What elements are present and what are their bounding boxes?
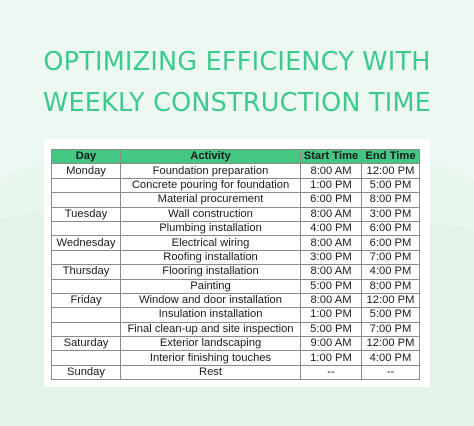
cell-day: [51, 321, 121, 338]
cell-start-time: 1:00 PM: [300, 350, 362, 366]
cell-activity: Interior finishing touches: [120, 350, 301, 366]
table-row: Tuesday Wall construction 8:00 AM 3:00 P…: [51, 206, 420, 222]
cell-activity: Rest: [120, 364, 301, 381]
cell-end-time: 3:00 PM: [361, 206, 420, 222]
cell-day: [51, 192, 121, 208]
cell-start-time: 6:00 PM: [300, 192, 362, 208]
table-row: Wednesday Electrical wiring 8:00 AM 6:00…: [51, 235, 420, 251]
cell-day: [51, 350, 121, 366]
table-row: Monday Foundation preparation 8:00 AM 12…: [51, 163, 420, 179]
cell-end-time: --: [361, 364, 420, 381]
schedule-table: Day Activity Start Time End Time Monday …: [51, 148, 420, 381]
cell-end-time: 12:00 PM: [361, 292, 420, 309]
cell-activity: Material procurement: [120, 192, 301, 208]
cell-activity: Wall construction: [120, 206, 301, 222]
cell-day: [51, 307, 121, 323]
page-title-line-2: WEEKLY CONSTRUCTION TIME: [43, 88, 431, 118]
cell-start-time: 1:00 PM: [300, 177, 362, 194]
cell-activity: Insulation installation: [120, 307, 301, 323]
cell-day: [51, 249, 121, 266]
cell-day: [51, 278, 121, 294]
table-row: Saturday Exterior landscaping 9:00 AM 12…: [51, 336, 420, 352]
table-row: Thursday Flooring installation 8:00 AM 4…: [51, 264, 420, 280]
table-row: Friday Window and door installation 8:00…: [51, 292, 420, 309]
cell-activity: Painting: [120, 278, 301, 294]
cell-start-time: 5:00 PM: [300, 278, 362, 294]
cell-start-time: 8:00 AM: [300, 163, 362, 179]
cell-start-time: 1:00 PM: [300, 307, 362, 323]
cell-end-time: 4:00 PM: [361, 264, 420, 280]
cell-activity: Exterior landscaping: [120, 336, 301, 352]
cell-activity: Roofing installation: [120, 249, 301, 266]
table-row: Final clean-up and site inspection 5:00 …: [51, 321, 420, 338]
cell-day: [51, 220, 121, 237]
cell-day: Monday: [51, 163, 121, 179]
cell-start-time: 9:00 AM: [300, 336, 362, 352]
page-title-line-1: OPTIMIZING EFFICIENCY WITH: [43, 47, 431, 77]
cell-end-time: 8:00 PM: [361, 192, 420, 208]
cell-activity: Flooring installation: [120, 264, 301, 280]
cell-end-time: 8:00 PM: [361, 278, 420, 294]
cell-start-time: 3:00 PM: [300, 249, 362, 266]
cell-start-time: 4:00 PM: [300, 220, 362, 237]
header-end-time: End Time: [361, 148, 420, 165]
cell-end-time: 12:00 PM: [361, 336, 420, 352]
cell-day: Wednesday: [51, 235, 121, 251]
cell-end-time: 12:00 PM: [361, 163, 420, 179]
table-row: Sunday Rest -- --: [51, 364, 420, 381]
table-header-row: Day Activity Start Time End Time: [51, 148, 420, 165]
cell-start-time: 5:00 PM: [300, 321, 362, 338]
cell-activity: Concrete pouring for foundation: [120, 177, 301, 194]
cell-activity: Electrical wiring: [120, 235, 301, 251]
cell-activity: Final clean-up and site inspection: [120, 321, 301, 338]
table-row: Insulation installation 1:00 PM 5:00 PM: [51, 307, 420, 323]
cell-start-time: 8:00 AM: [300, 264, 362, 280]
table-row: Material procurement 6:00 PM 8:00 PM: [51, 192, 420, 208]
cell-end-time: 6:00 PM: [361, 220, 420, 237]
cell-start-time: 8:00 AM: [300, 292, 362, 309]
cell-activity: Window and door installation: [120, 292, 301, 309]
table-row: Interior finishing touches 1:00 PM 4:00 …: [51, 350, 420, 366]
cell-end-time: 4:00 PM: [361, 350, 420, 366]
table-row: Concrete pouring for foundation 1:00 PM …: [51, 177, 420, 194]
table-row: Painting 5:00 PM 8:00 PM: [51, 278, 420, 294]
table-row: Roofing installation 3:00 PM 7:00 PM: [51, 249, 420, 266]
cell-day: [51, 177, 121, 194]
schedule-sheet: Day Activity Start Time End Time Monday …: [44, 139, 430, 387]
cell-day: Thursday: [51, 264, 121, 280]
header-day: Day: [51, 148, 121, 165]
cell-start-time: 8:00 AM: [300, 206, 362, 222]
cell-start-time: --: [300, 364, 362, 381]
table-row: Plumbing installation 4:00 PM 6:00 PM: [51, 220, 420, 237]
cell-day: Tuesday: [51, 206, 121, 222]
cell-activity: Foundation preparation: [120, 163, 301, 179]
header-start-time: Start Time: [300, 148, 362, 165]
cell-end-time: 5:00 PM: [361, 307, 420, 323]
cell-end-time: 7:00 PM: [361, 321, 420, 338]
header-activity: Activity: [120, 148, 301, 165]
cell-day: Friday: [51, 292, 121, 309]
cell-end-time: 7:00 PM: [361, 249, 420, 266]
cell-end-time: 6:00 PM: [361, 235, 420, 251]
cell-end-time: 5:00 PM: [361, 177, 420, 194]
cell-day: Saturday: [51, 336, 121, 352]
cell-activity: Plumbing installation: [120, 220, 301, 237]
cell-start-time: 8:00 AM: [300, 235, 362, 251]
cell-day: Sunday: [51, 364, 121, 381]
